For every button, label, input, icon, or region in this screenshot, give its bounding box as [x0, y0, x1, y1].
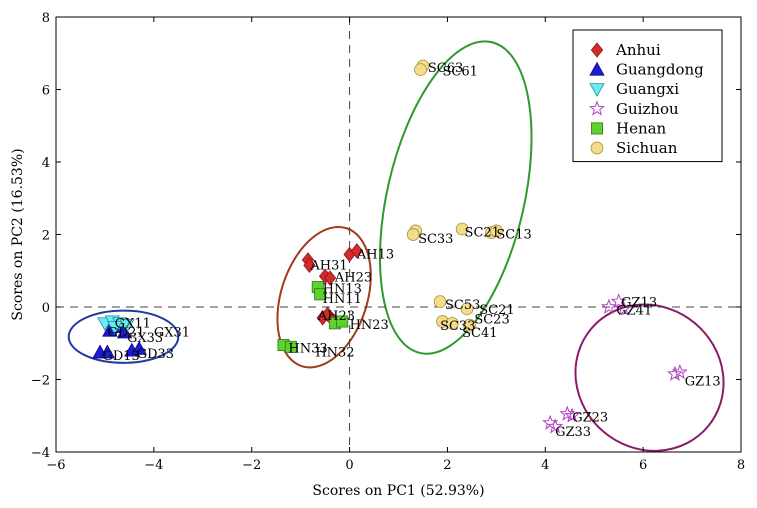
guangxi-legend-marker	[589, 83, 605, 98]
sichuan-point-label: SC33	[418, 232, 453, 247]
x-tick-label: −4	[144, 458, 163, 473]
legend-entry-guangdong: Guangdong	[616, 61, 704, 79]
sichuan-point-label: SC41	[462, 326, 497, 341]
guizhou-point-label: GZ33	[555, 425, 591, 440]
reference-lines	[56, 17, 741, 452]
x-tick-label: 8	[737, 458, 745, 473]
anhui-point-label: AH31	[309, 258, 347, 273]
guizhou-point-label: GZ13	[621, 296, 657, 311]
y-tick-label: 0	[42, 301, 50, 316]
guizhou-point	[559, 405, 576, 421]
x-tick-label: −6	[46, 458, 65, 473]
henan-point-label: HN11	[323, 292, 362, 307]
henan-point	[314, 288, 327, 301]
y-tick-label: −2	[31, 374, 50, 389]
guizhou-point	[615, 300, 632, 316]
legend-entry-sichuan: Sichuan	[616, 139, 678, 157]
sichuan-legend-marker	[590, 141, 604, 155]
henan-point-label: HN13	[323, 282, 362, 297]
guangdong-point	[99, 344, 116, 359]
guangxi-point-label: GX11	[115, 316, 151, 331]
guizhou-point-label: GZ23	[572, 411, 608, 426]
guangdong-legend-marker	[589, 61, 605, 76]
guizhou-point	[610, 293, 627, 309]
henan-point	[284, 340, 297, 353]
guangdong-point-label: GD21	[107, 325, 144, 340]
guangdong-point	[116, 324, 133, 339]
x-tick-label: −2	[242, 458, 261, 473]
sichuan-point-label: SC13	[496, 228, 531, 243]
data-points	[92, 59, 688, 434]
guangxi-point-label: GX31	[154, 325, 190, 340]
guangdong-point	[131, 340, 147, 355]
legend-entry-henan: Henan	[616, 119, 667, 137]
x-tick-label: 4	[541, 458, 549, 473]
y-tick-label: −4	[31, 446, 50, 461]
cluster-ellipse	[574, 303, 725, 452]
guizhou-point	[600, 298, 617, 314]
guangdong-point-label: GD13	[102, 349, 139, 364]
henan-point-label: HN32	[315, 345, 354, 360]
guangdong-point-label: GD33	[137, 347, 174, 362]
legend-entry-guizhou: Guizhou	[616, 100, 679, 118]
cluster-ellipse	[67, 309, 180, 364]
legend-entry-guangxi: Guangxi	[616, 80, 679, 98]
anhui-point	[350, 243, 364, 259]
sichuan-point	[445, 316, 459, 330]
anhui-legend-marker	[590, 42, 604, 58]
legend-entry-anhui: Anhui	[615, 41, 661, 59]
anhui-point-label: AH23	[334, 270, 372, 285]
cluster-ellipse	[378, 40, 533, 355]
guangxi-point	[119, 319, 135, 333]
henan-point	[336, 315, 349, 328]
y-tick-label: 4	[42, 156, 50, 171]
guizhou-point-label: GZ13	[685, 374, 721, 389]
guizhou-point	[564, 407, 581, 423]
sichuan-point	[490, 224, 503, 238]
henan-legend-marker	[591, 122, 604, 135]
sichuan-point-label: SC61	[443, 64, 478, 79]
y-tick-label: 2	[42, 229, 50, 244]
cluster-ellipses	[67, 40, 725, 452]
sichuan-point-label: SC63	[428, 61, 463, 76]
sichuan-point	[406, 228, 420, 241]
sichuan-point	[455, 222, 469, 236]
guizhou-legend-marker	[588, 100, 606, 116]
henan-point-label: HN33	[288, 342, 327, 357]
sichuan-point-label: SC21	[479, 303, 514, 318]
guizhou-point	[666, 365, 683, 381]
y-axis-label: Scores on PC2 (16.53%)	[10, 148, 26, 320]
guizhou-point-label: GZ41	[616, 304, 652, 319]
guangxi-point	[107, 320, 123, 335]
sichuan-point	[433, 295, 447, 308]
y-tick-label: 8	[42, 11, 50, 26]
point-labels: AH31AH23AH13AH23GD21GD13GD33GX11GX31GX33…	[102, 61, 720, 440]
cluster-ellipse	[276, 225, 372, 369]
sichuan-point	[414, 63, 427, 76]
anhui-point-label: AH13	[356, 247, 394, 262]
henan-point-label: HN23	[350, 318, 389, 333]
anhui-point	[303, 257, 316, 273]
guizhou-point	[671, 363, 688, 380]
sichuan-point-label: SC33	[440, 319, 475, 334]
sichuan-point	[463, 318, 476, 332]
x-tick-label: 2	[443, 458, 451, 473]
sichuan-point	[460, 302, 474, 316]
anhui-point	[321, 306, 334, 322]
anhui-point	[323, 270, 337, 286]
y-tick-label: 6	[42, 84, 50, 99]
x-tick-label: 0	[345, 458, 353, 473]
sichuan-point-label: SC23	[474, 313, 509, 328]
guizhou-point	[547, 418, 564, 434]
sichuan-point-label: SC21	[465, 226, 500, 241]
anhui-point-label: AH23	[317, 309, 355, 324]
sichuan-point-label: SC53	[445, 298, 480, 313]
x-tick-label: 6	[639, 458, 647, 473]
guangxi-point-label: GX33	[127, 331, 163, 346]
x-axis-label: Scores on PC1 (52.93%)	[312, 483, 484, 499]
